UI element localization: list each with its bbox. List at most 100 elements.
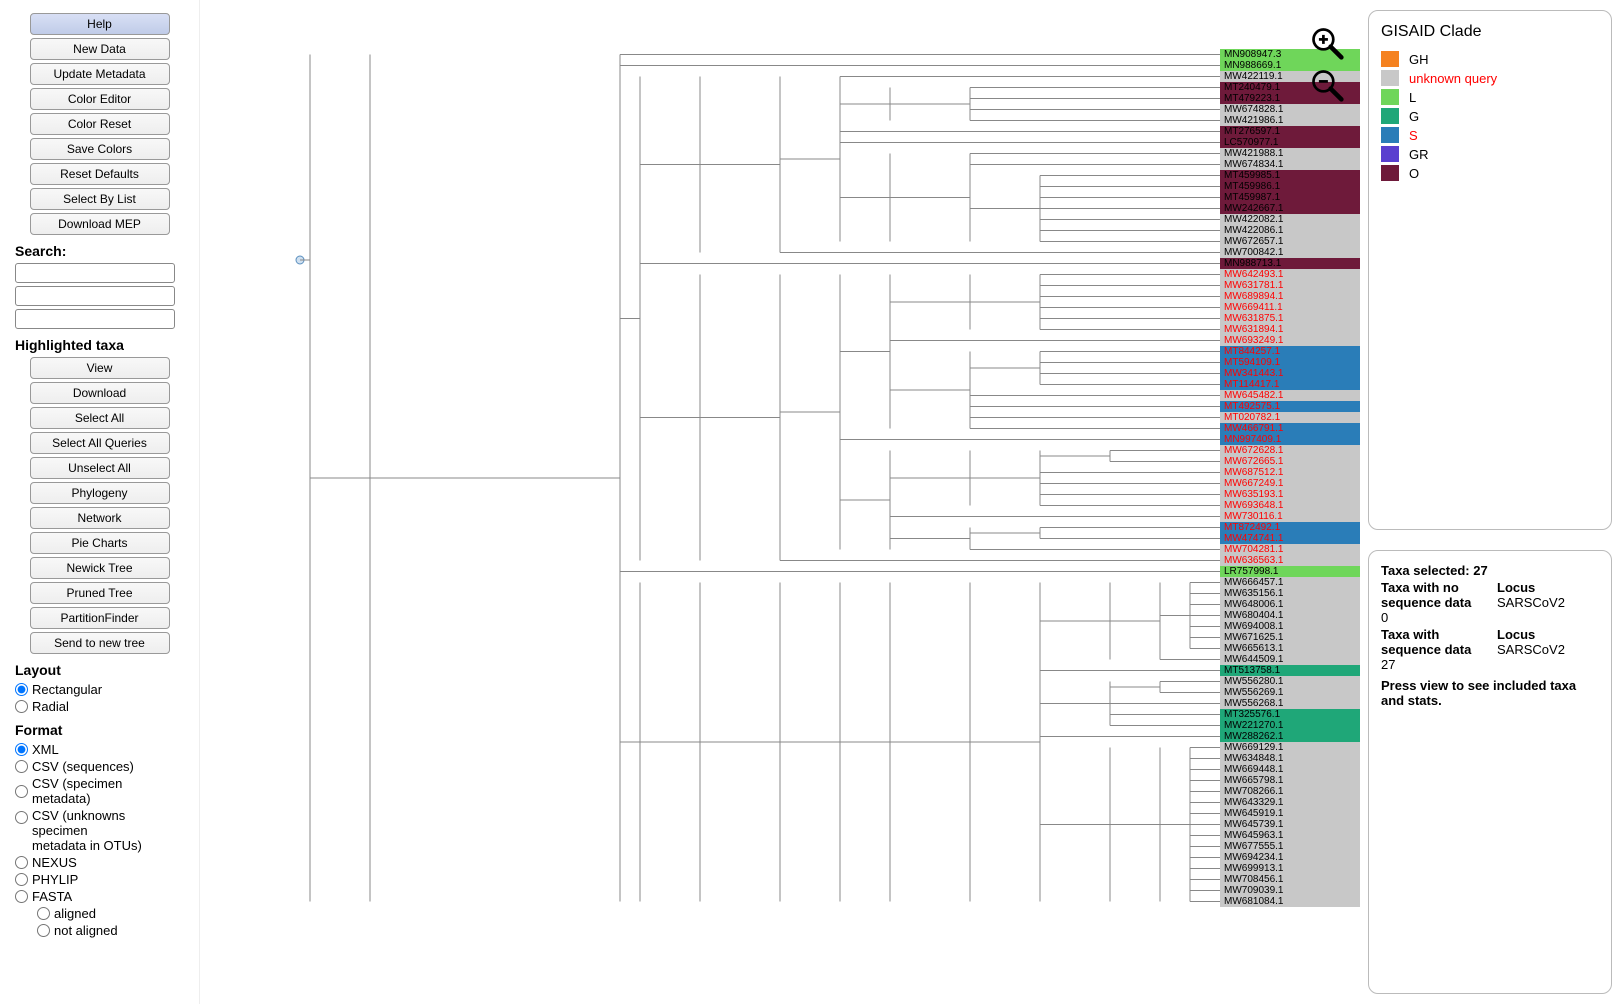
taxon-row[interactable]: MW474741.1 [1220, 533, 1360, 544]
taxon-row[interactable]: MW631781.1 [1220, 280, 1360, 291]
reset-defaults-button[interactable]: Reset Defaults [30, 163, 170, 185]
taxon-row[interactable]: MW674834.1 [1220, 159, 1360, 170]
taxon-row[interactable]: MW636563.1 [1220, 555, 1360, 566]
taxon-row[interactable]: MT325576.1 [1220, 709, 1360, 720]
search-input-2[interactable] [15, 286, 175, 306]
nexus-radio[interactable] [15, 856, 28, 869]
taxon-row[interactable]: MT459985.1 [1220, 170, 1360, 181]
taxon-row[interactable]: MW730116.1 [1220, 511, 1360, 522]
select-by-list-button[interactable]: Select By List [30, 188, 170, 210]
help-button[interactable]: Help [30, 13, 170, 35]
taxon-row[interactable]: MT020782.1 [1220, 412, 1360, 423]
taxon-row[interactable]: MW677555.1 [1220, 841, 1360, 852]
taxon-row[interactable]: MW700842.1 [1220, 247, 1360, 258]
taxon-row[interactable]: MW466791.1 [1220, 423, 1360, 434]
taxon-row[interactable]: MW667249.1 [1220, 478, 1360, 489]
phylogeny-button[interactable]: Phylogeny [30, 482, 170, 504]
unselect-all-button[interactable]: Unselect All [30, 457, 170, 479]
color-editor-button[interactable]: Color Editor [30, 88, 170, 110]
taxon-row[interactable]: MT513758.1 [1220, 665, 1360, 676]
select-all-button[interactable]: Select All [30, 407, 170, 429]
taxon-row[interactable]: MW672657.1 [1220, 236, 1360, 247]
taxon-row[interactable]: MW642493.1 [1220, 269, 1360, 280]
taxon-row[interactable]: MW671625.1 [1220, 632, 1360, 643]
taxon-row[interactable]: MW631875.1 [1220, 313, 1360, 324]
network-button[interactable]: Network [30, 507, 170, 529]
taxon-row[interactable]: LR757998.1 [1220, 566, 1360, 577]
taxon-row[interactable]: MW635193.1 [1220, 489, 1360, 500]
taxon-row[interactable]: MW689894.1 [1220, 291, 1360, 302]
taxon-row[interactable]: MT492575.1 [1220, 401, 1360, 412]
taxon-row[interactable]: MW422086.1 [1220, 225, 1360, 236]
taxon-row[interactable]: MW666457.1 [1220, 577, 1360, 588]
taxon-row[interactable]: MW645739.1 [1220, 819, 1360, 830]
taxon-row[interactable]: MW681084.1 [1220, 896, 1360, 907]
taxon-row[interactable]: MW693648.1 [1220, 500, 1360, 511]
taxon-row[interactable]: MW694234.1 [1220, 852, 1360, 863]
taxon-row[interactable]: MW421988.1 [1220, 148, 1360, 159]
taxon-row[interactable]: MW665798.1 [1220, 775, 1360, 786]
taxon-row[interactable]: MW421986.1 [1220, 115, 1360, 126]
taxon-row[interactable]: MW341443.1 [1220, 368, 1360, 379]
fasta-radio[interactable] [15, 890, 28, 903]
taxon-row[interactable]: MW704281.1 [1220, 544, 1360, 555]
taxon-row[interactable]: MW669129.1 [1220, 742, 1360, 753]
csv-spec-radio[interactable] [15, 785, 28, 798]
taxon-row[interactable]: MW556269.1 [1220, 687, 1360, 698]
aligned-radio[interactable] [37, 907, 50, 920]
taxon-row[interactable]: MW694008.1 [1220, 621, 1360, 632]
taxon-row[interactable]: LC570977.1 [1220, 137, 1360, 148]
taxon-row[interactable]: MW556280.1 [1220, 676, 1360, 687]
taxon-row[interactable]: MW643329.1 [1220, 797, 1360, 808]
taxon-row[interactable]: MW645919.1 [1220, 808, 1360, 819]
zoom-in-icon[interactable] [1309, 25, 1345, 61]
taxon-row[interactable]: MN997409.1 [1220, 434, 1360, 445]
radial-radio[interactable] [15, 700, 28, 713]
taxon-row[interactable]: MW242667.1 [1220, 203, 1360, 214]
pie-charts-button[interactable]: Pie Charts [30, 532, 170, 554]
taxon-row[interactable]: MW635156.1 [1220, 588, 1360, 599]
taxon-row[interactable]: MW708456.1 [1220, 874, 1360, 885]
newick-tree-button[interactable]: Newick Tree [30, 557, 170, 579]
taxon-row[interactable]: MT594109.1 [1220, 357, 1360, 368]
taxon-row[interactable]: MW709039.1 [1220, 885, 1360, 896]
partitionfinder-button[interactable]: PartitionFinder [30, 607, 170, 629]
taxon-row[interactable]: MW672628.1 [1220, 445, 1360, 456]
taxon-row[interactable]: MW680404.1 [1220, 610, 1360, 621]
taxon-row[interactable]: MT459986.1 [1220, 181, 1360, 192]
taxon-row[interactable]: MW672665.1 [1220, 456, 1360, 467]
taxon-row[interactable]: MW221270.1 [1220, 720, 1360, 731]
taxon-row[interactable]: MT459987.1 [1220, 192, 1360, 203]
send-to-new-tree-button[interactable]: Send to new tree [30, 632, 170, 654]
taxon-row[interactable]: MT872492.1 [1220, 522, 1360, 533]
color-reset-button[interactable]: Color Reset [30, 113, 170, 135]
phylip-radio[interactable] [15, 873, 28, 886]
download-button[interactable]: Download [30, 382, 170, 404]
taxon-row[interactable]: MT276597.1 [1220, 126, 1360, 137]
select-all-queries-button[interactable]: Select All Queries [30, 432, 170, 454]
not-aligned-radio[interactable] [37, 924, 50, 937]
taxon-row[interactable]: MW644509.1 [1220, 654, 1360, 665]
taxon-row[interactable]: MW665613.1 [1220, 643, 1360, 654]
taxon-row[interactable]: MW645482.1 [1220, 390, 1360, 401]
search-input-1[interactable] [15, 263, 175, 283]
taxon-row[interactable]: MW693249.1 [1220, 335, 1360, 346]
taxon-row[interactable]: MW687512.1 [1220, 467, 1360, 478]
taxon-row[interactable]: MT114417.1 [1220, 379, 1360, 390]
taxon-row[interactable]: MN988713.1 [1220, 258, 1360, 269]
taxon-row[interactable]: MW634848.1 [1220, 753, 1360, 764]
taxon-row[interactable]: MW708266.1 [1220, 786, 1360, 797]
csv-unk-radio[interactable] [15, 811, 28, 824]
taxon-row[interactable]: MT844257.1 [1220, 346, 1360, 357]
taxon-row[interactable]: MW669448.1 [1220, 764, 1360, 775]
update-metadata-button[interactable]: Update Metadata [30, 63, 170, 85]
taxon-row[interactable]: MW669411.1 [1220, 302, 1360, 313]
new-data-button[interactable]: New Data [30, 38, 170, 60]
taxon-row[interactable]: MW645963.1 [1220, 830, 1360, 841]
taxon-row[interactable]: MW422082.1 [1220, 214, 1360, 225]
taxon-row[interactable]: MW631894.1 [1220, 324, 1360, 335]
zoom-out-icon[interactable] [1309, 67, 1345, 103]
csv-seq-radio[interactable] [15, 760, 28, 773]
download-mep-button[interactable]: Download MEP [30, 213, 170, 235]
view-button[interactable]: View [30, 357, 170, 379]
